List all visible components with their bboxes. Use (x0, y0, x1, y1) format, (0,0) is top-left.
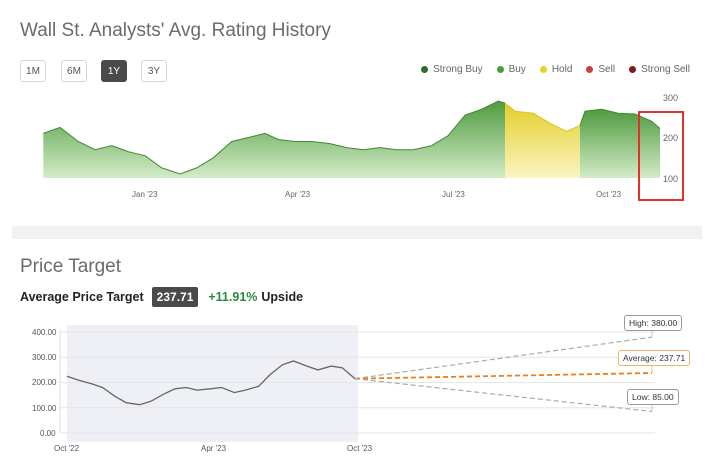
rating-x-tick: Jan '23 (132, 190, 158, 199)
range-1m-button[interactable]: 1M (20, 60, 46, 82)
legend-item-buy[interactable]: Buy (496, 64, 526, 75)
rating-line-hold (504, 102, 581, 132)
rating-line-buy (579, 108, 661, 129)
upside-label: Upside (261, 290, 304, 304)
legend-dot-hold (539, 66, 547, 73)
legend-label: Strong Buy (433, 64, 483, 75)
section-divider (12, 226, 702, 239)
high-target-callout: High: 380.00 (624, 315, 683, 331)
high-label: High: (629, 318, 649, 328)
rating-history-chart: 300 200 100 Jan '23 Apr '23 Jul '23 Oct … (43, 93, 684, 201)
average-target-badge: 237.71 (151, 287, 199, 307)
rating-y-tick: 100 (663, 174, 678, 184)
legend-label: Sell (598, 64, 616, 75)
price-history-line (66, 360, 356, 406)
highlight-box (638, 111, 684, 201)
pt-x-tick: Oct '23 (347, 444, 373, 453)
high-value: 380.00 (651, 318, 678, 328)
low-value: 85.00 (652, 392, 674, 402)
price-target-title: Price Target (20, 256, 122, 277)
rating-x-tick: Jul '23 (442, 190, 465, 199)
rating-legend: Strong Buy Buy Hold Sell Strong Sell (421, 64, 690, 75)
average-value: 237.71 (659, 353, 686, 363)
legend-item-sell[interactable]: Sell (586, 64, 615, 75)
legend-dot-sell (586, 66, 594, 73)
legend-dot-buy (496, 66, 504, 73)
pt-x-tick: Oct '22 (54, 444, 80, 453)
average-target-row: Average Price Target 237.71 +11.91% Upsi… (20, 287, 303, 307)
pt-y-tick: 400.00 (32, 328, 57, 337)
average-label: Average: (623, 353, 657, 363)
rating-y-tick: 300 (663, 93, 678, 103)
legend-label: Hold (551, 64, 573, 75)
rating-area-hold (505, 103, 580, 178)
rating-y-tick: 200 (663, 133, 678, 143)
projection-high-line (354, 336, 653, 380)
rating-area-buy (43, 101, 506, 178)
pt-y-tick: 100.00 (32, 404, 57, 413)
low-target-callout: Low: 85.00 (627, 389, 679, 405)
pt-y-tick: 300.00 (32, 353, 57, 362)
legend-label: Buy (508, 64, 526, 75)
range-6m-button[interactable]: 6M (61, 60, 87, 82)
low-label: Low: (632, 392, 650, 402)
range-3y-button[interactable]: 3Y (141, 60, 167, 82)
projection-low-line (354, 378, 653, 413)
legend-item-hold[interactable]: Hold (539, 64, 573, 75)
average-target-label: Average Price Target (20, 290, 144, 304)
legend-label: Strong Sell (641, 64, 690, 75)
legend-dot-strong-buy (421, 66, 429, 73)
price-target-chart: 400.00 300.00 200.00 100.00 0.00 Oct '22… (32, 325, 655, 453)
pt-y-tick: 0.00 (40, 429, 56, 438)
rating-line-buy (43, 100, 506, 175)
average-target-callout: Average: 237.71 (618, 350, 691, 366)
range-1y-button[interactable]: 1Y (101, 60, 127, 82)
legend-dot-strong-sell (629, 66, 637, 73)
pt-y-tick: 200.00 (32, 378, 57, 387)
rating-x-tick: Oct '23 (596, 190, 622, 199)
pt-x-tick: Apr '23 (201, 444, 227, 453)
legend-item-strong-sell[interactable]: Strong Sell (629, 64, 690, 75)
legend-item-strong-buy[interactable]: Strong Buy (421, 64, 483, 75)
upside-percent: +11.91% (208, 290, 258, 304)
history-background (67, 325, 358, 442)
rating-history-title: Wall St. Analysts' Avg. Rating History (20, 20, 331, 41)
rating-x-tick: Apr '23 (285, 190, 311, 199)
projection-average-line (354, 372, 653, 380)
